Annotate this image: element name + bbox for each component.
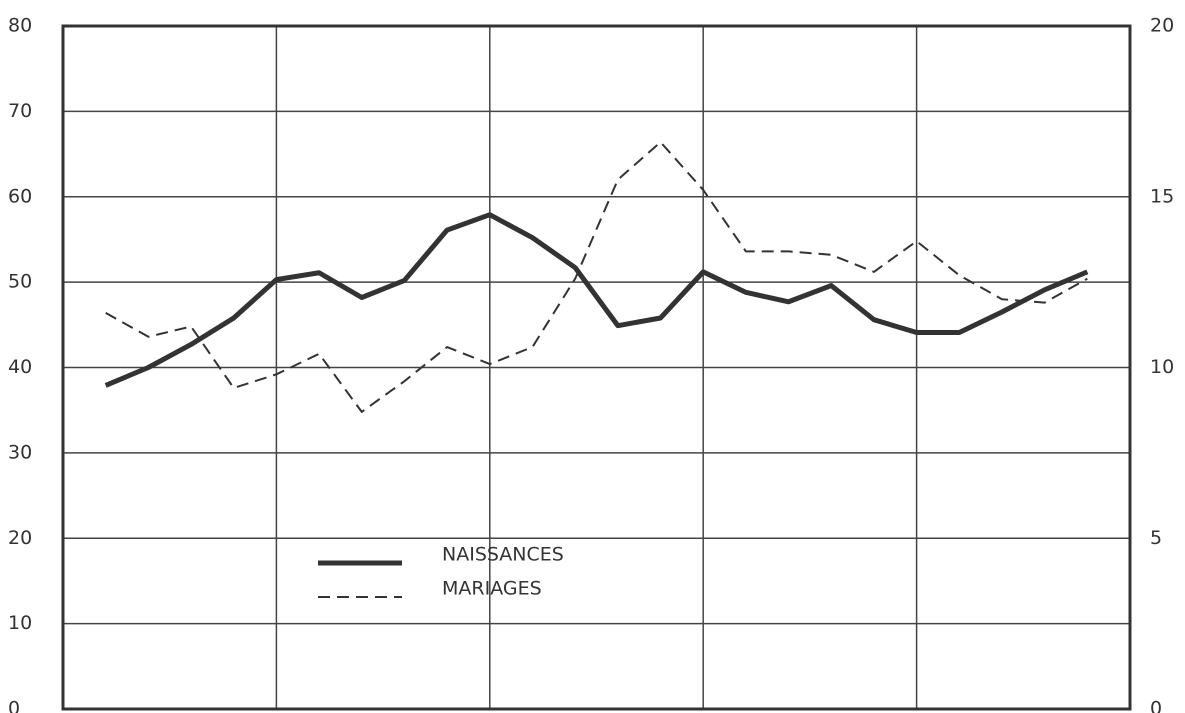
y2-tick-label: 0 <box>1150 698 1162 713</box>
y2-tick-label: 5 <box>1150 527 1162 549</box>
y-tick-label: 10 <box>8 612 32 634</box>
y-tick-label: 40 <box>8 356 32 378</box>
y-tick-label: 30 <box>8 441 32 463</box>
legend-label: MARIAGES <box>442 578 542 600</box>
y-tick-label: 0 <box>8 698 20 713</box>
y-tick-label: 60 <box>8 185 32 207</box>
y2-tick-label: 20 <box>1150 15 1174 37</box>
y2-tick-label: 10 <box>1150 356 1174 378</box>
legend-label: NAISSANCES <box>442 544 564 566</box>
series-line <box>105 141 1088 413</box>
y-tick-label: 70 <box>8 100 32 122</box>
y-tick-label: 80 <box>8 15 32 37</box>
plot-frame <box>61 24 1132 711</box>
y2-tick-label: 15 <box>1150 185 1174 207</box>
y-tick-label: 20 <box>8 527 32 549</box>
y-tick-label: 50 <box>8 271 32 293</box>
series-line <box>104 212 1089 388</box>
